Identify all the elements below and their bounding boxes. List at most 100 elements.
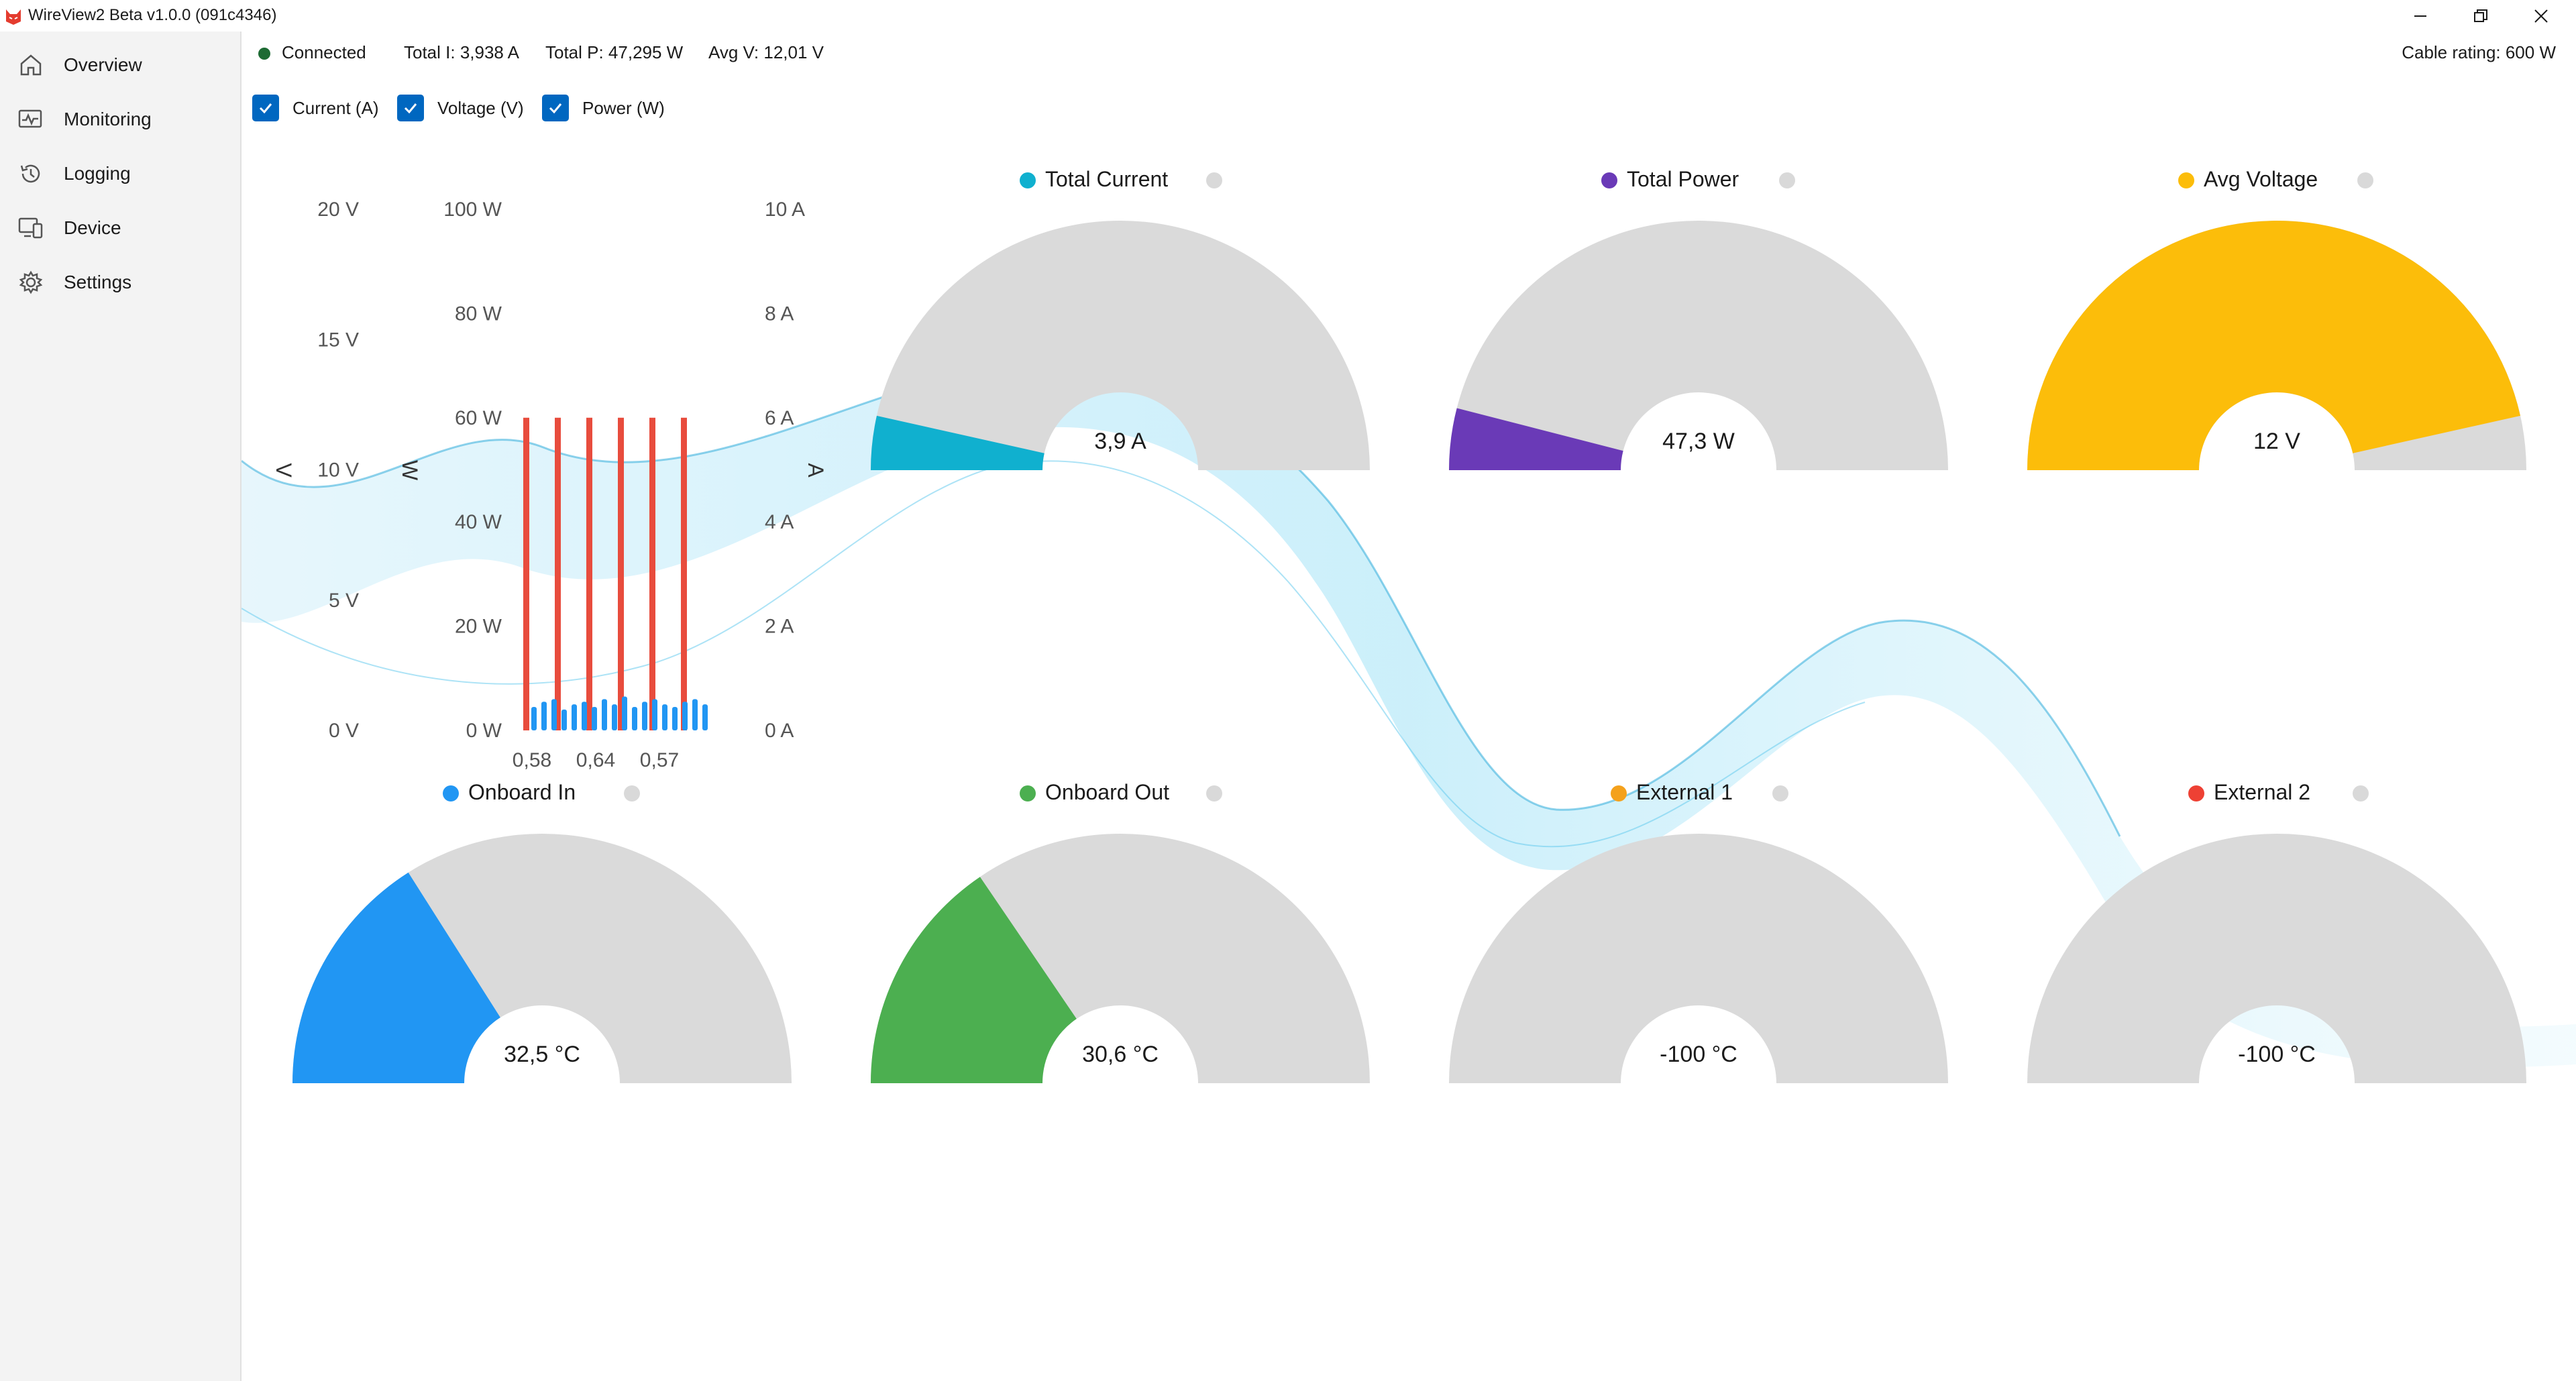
gauge-value: 32,5 °C xyxy=(504,1042,580,1067)
current-bar xyxy=(672,707,678,730)
voltage-bar xyxy=(649,417,655,730)
current-bar xyxy=(692,699,698,730)
gauge-onboard-in: Onboard In 32,5 °C xyxy=(254,775,830,1123)
axis-tick-label: 60 W xyxy=(455,407,502,429)
legend-color-dot xyxy=(2188,785,2204,802)
legend-color-dot xyxy=(443,785,459,802)
sidebar-item-overview[interactable]: Overview xyxy=(0,41,240,88)
axis-tick-label: 5 V xyxy=(329,590,359,612)
device-icon xyxy=(18,217,43,239)
restore-button[interactable] xyxy=(2450,0,2512,32)
gauge-legend[interactable]: Total Power xyxy=(1410,162,1987,195)
gear-icon xyxy=(19,270,43,294)
current-bar xyxy=(582,702,587,730)
legend-toggle-dot[interactable] xyxy=(1206,172,1222,188)
gauge-legend[interactable]: Onboard In xyxy=(254,775,830,808)
gauge-title: External 2 xyxy=(2214,780,2311,804)
legend-toggle-dot[interactable] xyxy=(1206,785,1222,802)
legend-toggle-dot[interactable] xyxy=(1772,785,1788,802)
axis-tick-label: 40 W xyxy=(455,511,502,533)
axis-tick-label: 2 A xyxy=(765,616,794,638)
gauge-fill xyxy=(292,872,500,1083)
checkbox[interactable] xyxy=(542,95,569,121)
gauge-title: External 1 xyxy=(1636,780,1733,804)
gauge-legend[interactable]: Avg Voltage xyxy=(1988,162,2565,195)
x-tick-label: 0,58 xyxy=(513,749,551,771)
gauge-value: 3,9 A xyxy=(1094,429,1146,454)
close-button[interactable] xyxy=(2510,0,2572,32)
checkbox-label: Power (W) xyxy=(582,97,665,118)
gauge-fill xyxy=(2027,221,2521,470)
sidebar-item-device[interactable]: Device xyxy=(0,204,240,251)
power-toggle[interactable]: Power (W) xyxy=(542,93,665,123)
sidebar-item-logging[interactable]: Logging xyxy=(0,150,240,197)
axis-tick-label: 0 W xyxy=(466,720,502,742)
axis-tick-label: 20 W xyxy=(455,616,502,638)
overview-page: Connected Total I: 3,938 A Total P: 47,2… xyxy=(241,32,2576,1381)
current-toggle[interactable]: Current (A) xyxy=(252,93,379,123)
legend-toggle-dot[interactable] xyxy=(2357,172,2373,188)
gauge-arc xyxy=(1449,834,1948,1083)
legend-color-dot xyxy=(1020,785,1036,802)
axis-tick-label: 20 V xyxy=(317,199,359,221)
legend-color-dot xyxy=(1020,172,1036,188)
current-bar xyxy=(612,704,617,730)
voltage-bar xyxy=(523,417,529,730)
voltage-toggle[interactable]: Voltage (V) xyxy=(397,93,524,123)
current-bar xyxy=(632,707,637,730)
avg-voltage-readout: Avg V: 12,01 V xyxy=(708,42,824,62)
sidebar-item-label: Logging xyxy=(64,163,131,184)
gauge-total-current: Total Current 3,9 A xyxy=(832,162,1409,510)
axis-tick-label: 6 A xyxy=(765,407,794,429)
current-bar xyxy=(602,699,607,730)
axis-title: A xyxy=(804,463,828,478)
checkmark-icon xyxy=(549,103,562,114)
gauge-total-power: Total Power 47,3 W xyxy=(1410,162,1987,510)
gauge-title: Total Power xyxy=(1627,167,1739,191)
axis-tick-label: 4 A xyxy=(765,511,794,533)
minimize-button[interactable] xyxy=(2390,0,2451,32)
gauge-track xyxy=(871,221,1370,470)
gauge-legend[interactable]: Total Current xyxy=(832,162,1409,195)
cable-rating-readout: Cable rating: 600 W xyxy=(2402,42,2556,62)
live-chart: 0 V 5 V 10 V 15 V 20 V V 0 W 20 W 40 W 60 W 80 W 10… xyxy=(272,199,828,771)
gauge-legend[interactable]: External 1 xyxy=(1410,775,1987,808)
gauge-fill xyxy=(871,877,1077,1083)
gauge-avg-voltage: Avg Voltage 12 V xyxy=(1988,162,2565,510)
gauge-value: 47,3 W xyxy=(1662,429,1735,454)
gauge-track xyxy=(1449,834,1948,1083)
gauge-legend[interactable]: External 2 xyxy=(1988,775,2565,808)
current-bar xyxy=(541,702,547,730)
current-bar xyxy=(531,707,537,730)
voltage-bar xyxy=(586,417,592,730)
current-bar xyxy=(682,702,688,730)
current-bar xyxy=(662,704,667,730)
history-icon xyxy=(20,164,40,183)
checkmark-icon xyxy=(259,103,272,114)
status-bar: Connected Total I: 3,938 A Total P: 47,2… xyxy=(241,32,2576,73)
background-wave-decoration xyxy=(241,362,2576,1068)
checkbox[interactable] xyxy=(397,95,424,121)
legend-color-dot xyxy=(1611,785,1627,802)
window-title: WireView2 Beta v1.0.0 (091c4346) xyxy=(28,6,277,24)
gauge-legend[interactable]: Onboard Out xyxy=(832,775,1409,808)
legend-toggle-dot[interactable] xyxy=(1779,172,1795,188)
gauge-track xyxy=(2027,834,2526,1083)
checkbox-label: Voltage (V) xyxy=(437,97,524,118)
checkmark-icon xyxy=(404,103,417,114)
current-bar xyxy=(561,709,567,730)
app-logo-icon xyxy=(6,9,21,25)
axis-tick-label: 8 A xyxy=(765,302,794,325)
checkbox[interactable] xyxy=(252,95,279,121)
sidebar-item-settings[interactable]: Settings xyxy=(0,258,240,305)
x-tick-label: 0,64 xyxy=(576,749,615,771)
legend-toggle-dot[interactable] xyxy=(624,785,640,802)
axis-title: W xyxy=(398,460,422,481)
gauge-value: -100 °C xyxy=(2238,1042,2316,1067)
legend-toggle-dot[interactable] xyxy=(2353,785,2369,802)
current-bar xyxy=(622,696,627,730)
axis-tick-label: 80 W xyxy=(455,302,502,325)
sidebar-item-monitoring[interactable]: Monitoring xyxy=(0,95,240,142)
axis-tick-label: 15 V xyxy=(317,329,359,351)
voltage-bar xyxy=(618,417,624,730)
